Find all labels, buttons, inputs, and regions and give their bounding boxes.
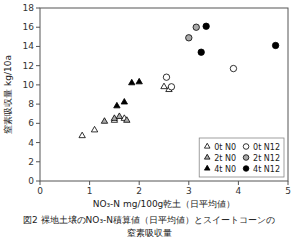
legend-marker (243, 144, 249, 150)
point (91, 126, 97, 132)
y-tick-label: 12 (23, 61, 34, 71)
legend-box (199, 138, 284, 177)
x-tick-label: 2 (136, 186, 142, 196)
x-tick (139, 181, 140, 185)
y-tick-label: 6 (28, 118, 34, 128)
point (198, 49, 204, 55)
point (186, 35, 192, 41)
point (121, 99, 127, 105)
x-tick (188, 181, 189, 185)
legend-marker (243, 155, 249, 161)
point (114, 102, 120, 108)
x-axis-label: NO₃-N mg/100g乾土（日平均値） (93, 199, 236, 209)
x-tick-label: 1 (87, 186, 93, 196)
point (230, 65, 236, 71)
x-tick (89, 181, 90, 185)
y-tick (36, 123, 40, 124)
point (101, 118, 107, 124)
point (79, 132, 85, 138)
point (116, 113, 122, 119)
legend-marker (243, 166, 249, 172)
y-tick-label: 18 (23, 3, 35, 13)
y-axis-label: 窒素吸収量 kg/10a (3, 55, 13, 134)
point (136, 78, 142, 84)
legend-label: 4t N0 (214, 165, 236, 174)
caption: 図2 裸地土壌のNO₃-N積算値（日平均値）とスイートコーンの (23, 215, 275, 225)
x-tick-label: 3 (186, 186, 192, 196)
y-tick-label: 10 (23, 80, 35, 90)
point (124, 117, 130, 123)
caption: 窒素吸収量 (127, 228, 172, 238)
y-tick (36, 104, 40, 105)
x-tick (288, 181, 289, 185)
y-tick-label: 0 (28, 176, 34, 186)
legend-label: 2t N12 (253, 154, 280, 163)
point (272, 42, 278, 48)
x-tick-label: 0 (37, 186, 43, 196)
y-tick (36, 65, 40, 66)
plot-frame (40, 8, 288, 181)
point (193, 24, 199, 30)
legend-marker (204, 154, 210, 159)
y-tick-label: 4 (28, 138, 34, 148)
point (161, 83, 167, 89)
legend-label: 4t N12 (253, 165, 280, 174)
legend-label: 0t N12 (253, 143, 280, 152)
y-tick (36, 161, 40, 162)
x-tick-label: 5 (285, 186, 291, 196)
legend-label: 2t N0 (214, 154, 236, 163)
legend-marker (204, 165, 210, 170)
y-tick (36, 46, 40, 47)
point (163, 74, 169, 80)
y-tick-label: 2 (28, 157, 34, 167)
x-tick (40, 181, 41, 185)
background (0, 0, 298, 243)
point (129, 79, 135, 85)
y-tick-label: 8 (28, 99, 34, 109)
y-tick (36, 27, 40, 28)
y-tick (36, 8, 40, 9)
y-tick-label: 14 (23, 41, 35, 51)
legend-label: 0t N0 (214, 143, 236, 152)
y-tick (36, 181, 40, 182)
x-tick (238, 181, 239, 185)
points (79, 23, 279, 138)
y-tick (36, 142, 40, 143)
y-tick (36, 84, 40, 85)
chart: 012345024681012141618NO₃-N mg/100g乾土（日平均… (0, 0, 298, 243)
legend: 0t N0 2t N0 4t N0 0t N12 2t N12 4t N12 (199, 138, 284, 177)
legend-marker (204, 143, 210, 148)
point (168, 84, 174, 90)
x-tick-label: 4 (236, 186, 242, 196)
y-tick-label: 16 (23, 22, 35, 32)
point (203, 23, 209, 29)
